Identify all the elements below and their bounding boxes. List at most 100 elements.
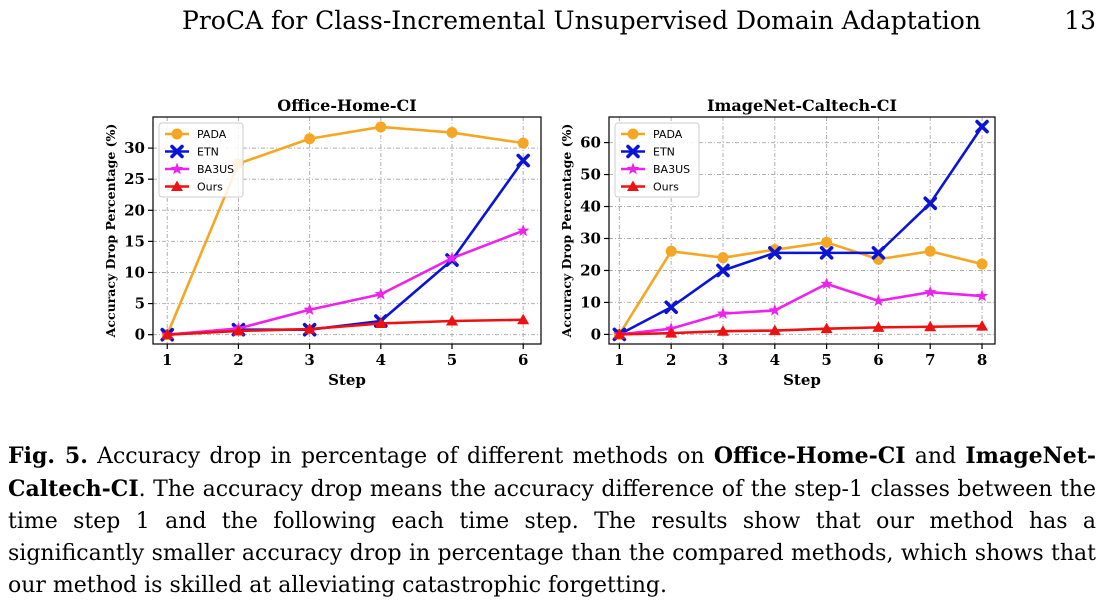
data-point [820, 322, 833, 334]
data-point [304, 133, 316, 145]
x-axis-label: Step [783, 371, 821, 389]
legend-label: PADA [197, 128, 227, 141]
legend-label: ETN [653, 146, 675, 159]
x-tick-label: 5 [447, 351, 457, 369]
y-tick-label: 20 [580, 261, 601, 279]
legend-item-ba3us: BA3US [165, 162, 234, 176]
data-point [819, 246, 834, 260]
legend-label: ETN [197, 146, 219, 159]
chart-title: ImageNet-Caltech-CI [707, 96, 897, 115]
data-point [517, 137, 529, 149]
legend-marker [626, 144, 640, 159]
data-point [664, 300, 678, 315]
series-line-ba3us [167, 229, 524, 336]
caption-label: Fig. 5. [8, 443, 88, 469]
y-tick-label: 30 [580, 229, 601, 247]
data-point [517, 224, 530, 237]
data-point [716, 307, 730, 319]
legend-label: BA3US [653, 163, 690, 176]
running-title: ProCA for Class-Incremental Unsupervised… [182, 6, 981, 35]
data-point [374, 287, 387, 300]
y-tick-label: 20 [124, 201, 145, 219]
data-point [924, 245, 936, 257]
x-tick-label: 7 [925, 351, 935, 369]
x-tick-label: 4 [376, 351, 386, 369]
series-ours [161, 313, 530, 340]
x-tick-label: 8 [977, 351, 987, 369]
y-tick-label: 0 [135, 326, 145, 344]
x-tick-label: 4 [770, 351, 780, 369]
data-point [768, 324, 781, 336]
series-line-pada [618, 241, 983, 336]
caption-text-2: and [905, 444, 966, 469]
data-point [716, 325, 729, 336]
legend-marker [626, 162, 640, 175]
chart-title: Office-Home-CI [277, 96, 416, 115]
data-point [665, 327, 678, 338]
data-point [375, 121, 387, 133]
x-tick-label: 5 [821, 351, 831, 369]
legend-label: PADA [653, 128, 683, 141]
data-point [820, 277, 833, 290]
data-point [768, 303, 781, 316]
x-axis-label: Step [328, 371, 366, 389]
data-point [516, 153, 531, 168]
data-point [924, 285, 937, 298]
x-tick-label: 1 [614, 351, 624, 369]
plot-frame [152, 116, 542, 345]
series-line-ours [167, 318, 524, 336]
data-point [716, 263, 730, 278]
data-point [924, 320, 937, 332]
chart-panel-2: 1 2 3 4 5 6 7 8 0 10 20 30 40 50 60 ImageNet-Caltech-CI… [559, 96, 996, 389]
page-number: 13 [1064, 6, 1096, 35]
legend-marker [171, 180, 183, 191]
data-point [872, 294, 885, 307]
y-tick-label: 60 [580, 134, 601, 152]
caption-text-1: Accuracy drop in percentage of different… [87, 444, 714, 469]
y-axis-label: Accuracy Drop Percentage (%) [103, 124, 118, 339]
legend-item-ours: Ours [165, 180, 223, 194]
data-point [871, 246, 886, 260]
series-ours [613, 320, 989, 339]
legend-label: Ours [197, 181, 223, 194]
data-point [767, 246, 782, 260]
x-tick-label: 2 [666, 351, 676, 369]
legend-marker [170, 162, 184, 175]
data-point [717, 252, 729, 264]
data-point [303, 303, 316, 316]
figure-caption: Fig. 5. Accuracy drop in percentage of d… [8, 440, 1096, 602]
data-point [517, 313, 530, 325]
data-point [445, 251, 459, 264]
plot-frame [608, 116, 996, 345]
legend-box [158, 122, 244, 198]
running-head: ProCA for Class-Incremental Unsupervised… [0, 4, 1104, 40]
y-tick-label: 10 [580, 293, 601, 311]
x-tick-label: 6 [873, 351, 883, 369]
series-line-etn [618, 125, 984, 336]
y-tick-label: 5 [135, 295, 145, 313]
data-point [446, 314, 459, 326]
legend-label: BA3US [197, 163, 234, 176]
data-point [923, 196, 938, 211]
legend-box [614, 122, 700, 198]
legend-label: Ours [653, 181, 679, 194]
caption-dataset-1: Office-Home-CI [713, 443, 906, 469]
data-point [975, 119, 989, 134]
x-tick-label: 3 [718, 351, 728, 369]
data-point [976, 320, 989, 331]
data-point [976, 258, 988, 270]
data-point [872, 321, 885, 332]
legend-marker [627, 180, 639, 191]
data-point [161, 328, 174, 340]
data-point [446, 127, 458, 139]
data-point [975, 289, 989, 302]
chart-panel-1: 1 2 3 4 5 6 0 5 10 15 20 25 30 Office-Home-CI Step Accu… [103, 96, 542, 389]
figure-charts: 1 2 3 4 5 6051015202530Office-Home-CIStepAccu… [103, 96, 996, 389]
data-point [821, 236, 833, 248]
legend-marker [627, 128, 639, 140]
legend-item-pada: PADA [165, 128, 227, 141]
y-tick-label: 25 [124, 170, 145, 188]
y-tick-label: 30 [124, 139, 145, 157]
legend: PADA ETN BA3US Ours [614, 122, 700, 198]
caption-dataset-2: ImageNet-Caltech-CI [8, 443, 1096, 502]
